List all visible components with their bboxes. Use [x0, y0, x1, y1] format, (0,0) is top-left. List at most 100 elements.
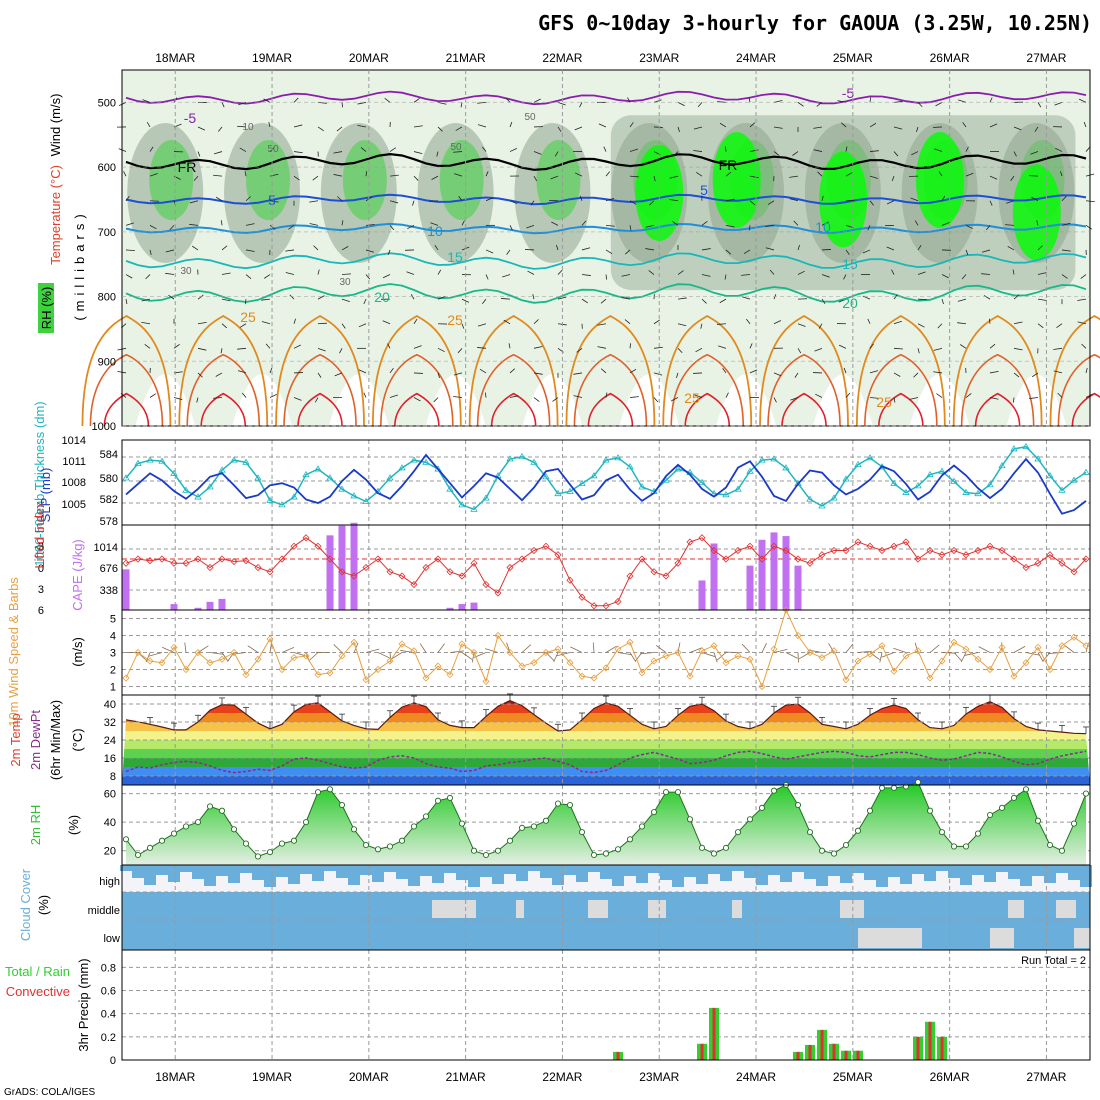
- lifted-index-point: [434, 555, 442, 563]
- contour-label: 10: [242, 122, 254, 133]
- rh-point: [806, 829, 814, 836]
- rh-point: [746, 816, 754, 823]
- wind-speed-point: [734, 652, 742, 660]
- upper-wind-barb: [1061, 222, 1071, 226]
- precip-convective-bar: [616, 1051, 620, 1060]
- cloud-level-low: low: [103, 933, 120, 945]
- upper-wind-barb: [645, 248, 655, 251]
- contour-35-arch: [297, 392, 343, 427]
- surface-wind-barb: [269, 642, 272, 653]
- surface-wind-barb: [377, 652, 390, 659]
- upper-wind-barb: [309, 223, 319, 226]
- wind-speed-point: [386, 657, 394, 665]
- upper-wind-barb: [1053, 370, 1063, 374]
- slp-tick: 1005: [62, 499, 86, 511]
- thickness-point: [146, 456, 154, 463]
- cloud-high-bar: [576, 865, 588, 882]
- surface-wind-barb: [941, 652, 956, 654]
- cloud-gap: [1056, 900, 1076, 918]
- cloud-axis-label: Cloud Cover: [18, 868, 33, 941]
- surface-wind-barb: [1064, 644, 1075, 653]
- cloud-high-bar: [1008, 865, 1020, 879]
- rh-tick: 20: [104, 846, 116, 858]
- rh-point: [170, 830, 178, 837]
- surface-wind-barb: [161, 646, 175, 653]
- thickness-tick: 578: [100, 516, 118, 528]
- stability-tick-labels: -3 0 3 6 1014 676 338: [34, 541, 118, 617]
- upper-wind-barb: [526, 224, 535, 229]
- upper-wind-barb: [1012, 397, 1015, 403]
- lifted-index-point: [1070, 568, 1078, 576]
- cloud-high-bar: [840, 865, 852, 883]
- rh-point: [962, 843, 970, 850]
- upper-wind-barb: [413, 318, 418, 324]
- upper-wind-barb: [579, 102, 583, 108]
- contour-35-arch: [490, 392, 537, 427]
- pressure-tick: 700: [98, 227, 116, 239]
- upper-wind-barb: [725, 224, 735, 228]
- rh-point: [770, 787, 778, 794]
- upper-wind-barb: [629, 122, 634, 128]
- upper-wind-barb: [843, 367, 847, 374]
- upper-wind-barb: [556, 244, 559, 251]
- wind-speed-point: [1034, 643, 1042, 651]
- upper-wind-barb: [741, 296, 751, 300]
- wind-speed-point: [542, 648, 550, 657]
- contour-35-arch: [684, 392, 731, 427]
- bottom-date-label: 18MAR: [155, 1070, 195, 1084]
- upper-wind-barb: [938, 171, 943, 177]
- rh-point: [1082, 790, 1090, 797]
- upper-wind-barb: [213, 151, 223, 155]
- thickness-point: [554, 489, 562, 497]
- upper-wind-barb: [293, 318, 296, 324]
- rh-point: [1058, 847, 1066, 854]
- contour-minus5: [125, 90, 1087, 106]
- cloud-high-bar: [180, 865, 192, 872]
- wind-speed-point: [578, 672, 586, 680]
- upper-wind-barb: [937, 323, 943, 329]
- cape-bars: [122, 522, 802, 610]
- upper-wind-barb: [142, 99, 151, 103]
- upper-wind-barb: [700, 323, 703, 329]
- rh-point: [758, 804, 766, 811]
- rh-legend-swatch: [38, 283, 54, 333]
- cloud-high-bar: [252, 865, 264, 880]
- thickness-point: [950, 477, 958, 484]
- precip-convective-bar: [940, 1036, 944, 1060]
- lifted-index-point: [278, 555, 286, 563]
- surface-wind-barb: [640, 652, 655, 655]
- upper-wind-barb: [600, 298, 607, 304]
- upper-wind-barb: [989, 123, 998, 128]
- upper-wind-barb: [341, 323, 346, 329]
- cloud-high-bar: [552, 865, 564, 885]
- upper-wind-barb: [477, 323, 487, 327]
- upper-wind-barb: [360, 147, 367, 152]
- pressure-tick: 500: [98, 97, 116, 109]
- upper-wind-barb: [1037, 272, 1047, 275]
- rh-unit-label: (%): [66, 815, 81, 835]
- upper-wind-barb: [533, 372, 543, 375]
- lifted-index-point: [950, 546, 958, 555]
- cape-axis-label: CAPE (J/kg): [70, 539, 85, 611]
- upper-wind-barb: [965, 172, 974, 177]
- contour-label: 15: [842, 256, 858, 272]
- wind-speed-point: [926, 674, 934, 682]
- thickness-point: [866, 454, 874, 461]
- surface-wind-barb: [309, 652, 319, 661]
- rh-point: [938, 829, 946, 836]
- surface-wind-barb: [701, 652, 715, 657]
- rh-point: [434, 797, 442, 804]
- thickness-point: [674, 465, 682, 472]
- lifted-index-point: [938, 551, 946, 559]
- chart-title: GFS 0~10day 3-hourly for GAOUA (3.25W, 1…: [538, 11, 1092, 35]
- upper-wind-barb: [649, 200, 655, 206]
- contour-25-arch: [1049, 314, 1100, 427]
- upper-wind-barb: [1031, 372, 1039, 378]
- surface-wind-barb: [773, 649, 788, 653]
- upper-wind-barb: [145, 274, 151, 280]
- wind-speed-point: [302, 652, 310, 660]
- contour-label: 5: [700, 182, 708, 198]
- lifted-index-point: [902, 538, 910, 546]
- upper-wind-barb: [1013, 372, 1020, 378]
